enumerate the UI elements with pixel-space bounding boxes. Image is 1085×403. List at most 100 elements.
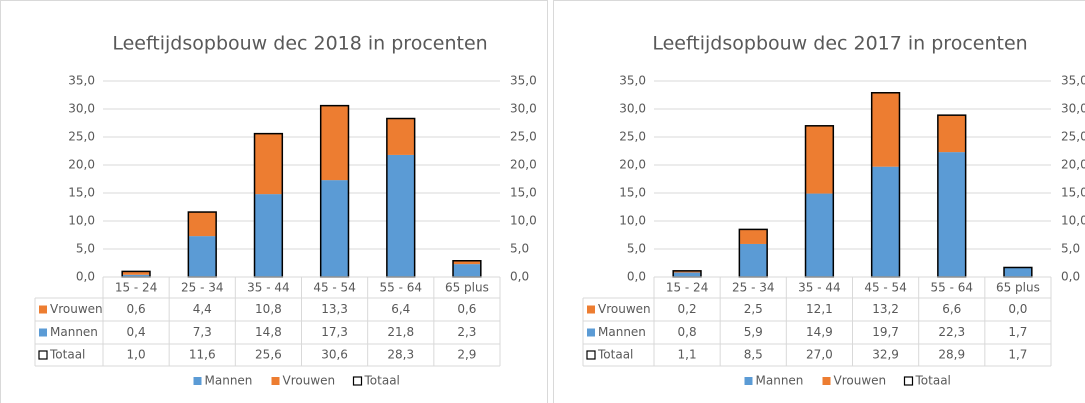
table-value: 28,3 [387,348,414,362]
table-value: 0,4 [127,325,146,339]
table-value: 1,0 [127,348,146,362]
bar-segment [871,166,900,277]
y2-tick-label: 0,0 [1061,270,1080,284]
y-tick-label: 20,0 [68,158,95,172]
bar-segment [320,180,349,277]
y-tick-label: 0,0 [76,270,95,284]
table-value: 2,9 [457,348,476,362]
table-value: 0,8 [678,325,697,339]
table-value: 1,1 [678,348,697,362]
table-value: 11,6 [189,348,216,362]
row-label: Mannen [598,325,646,339]
y-tick-label: 25,0 [619,130,646,144]
bar-segment [254,133,283,195]
legend-label: Mannen [756,374,804,388]
x-tick-label: 35 - 44 [247,281,290,295]
bar-segment [386,154,415,277]
legend-key [744,377,753,385]
x-tick-label: 35 - 44 [798,281,841,295]
row-label: Totaal [597,348,633,362]
bar-segment [188,211,217,237]
bar-segment [739,229,768,244]
row-label: Vrouwen [50,302,103,316]
y-tick-label: 0,0 [627,270,646,284]
y2-tick-label: 30,0 [510,102,537,116]
table-value: 30,6 [321,348,348,362]
bar-segment [1004,267,1032,277]
bar-segment [453,264,481,277]
legend-key [822,377,831,385]
bar-segment [122,271,150,275]
table-value: 4,4 [193,302,212,316]
y-tick-label: 15,0 [68,186,95,200]
x-tick-label: 65 plus [996,281,1040,295]
y2-tick-label: 20,0 [510,158,537,172]
table-value: 2,5 [744,302,763,316]
bar-segment [122,274,150,277]
legend-key [352,376,363,386]
x-tick-label: 25 - 34 [732,281,775,295]
table-value: 6,6 [942,302,961,316]
y-tick-label: 10,0 [619,214,646,228]
row-label: Mannen [50,325,98,339]
table-value: 1,7 [1008,348,1027,362]
bar-segment [673,272,701,277]
bar-segment [320,105,349,181]
x-tick-label: 55 - 64 [931,281,974,295]
x-tick-label: 15 - 24 [666,281,709,295]
legend-key [586,350,596,360]
legend-label: Totaal [915,374,951,388]
table-value: 17,3 [321,325,348,339]
table-value: 13,3 [321,302,348,316]
y2-tick-label: 25,0 [510,130,537,144]
bar-segment [453,260,481,265]
table-value: 0,2 [678,302,697,316]
legend-label: Totaal [364,374,400,388]
bar-segment [188,236,217,277]
bar-segment [805,125,834,194]
y-tick-label: 10,0 [68,214,95,228]
x-tick-label: 15 - 24 [115,281,158,295]
legend-key [903,376,914,386]
y2-tick-label: 5,0 [1061,242,1080,256]
y2-tick-label: 10,0 [510,214,537,228]
x-tick-label: 45 - 54 [864,281,907,295]
y2-tick-label: 35,0 [1061,74,1085,88]
y-tick-label: 35,0 [68,74,95,88]
x-tick-label: 45 - 54 [313,281,356,295]
x-tick-label: 55 - 64 [380,281,423,295]
bar-segment [254,194,283,277]
y2-tick-label: 35,0 [510,74,537,88]
legend-key [38,350,48,360]
y2-tick-label: 0,0 [510,270,529,284]
y-tick-label: 20,0 [619,158,646,172]
bar-segment [937,152,966,277]
table-value: 8,5 [744,348,763,362]
chart-title: Leeftijdsopbouw dec 2017 in procenten [652,33,1027,55]
row-label: Totaal [49,348,85,362]
y-tick-label: 25,0 [68,130,95,144]
table-value: 0,6 [457,302,476,316]
y-tick-label: 35,0 [619,74,646,88]
y-tick-label: 15,0 [619,186,646,200]
y2-tick-label: 20,0 [1061,158,1085,172]
legend-key [587,328,595,337]
y2-tick-label: 5,0 [510,242,529,256]
bar-segment [937,115,966,153]
table-value: 22,3 [938,325,965,339]
legend-key [39,305,47,314]
legend-key [587,305,595,314]
bar-segment [871,92,900,167]
table-value: 0,6 [127,302,146,316]
y-tick-label: 5,0 [76,242,95,256]
table-value: 14,8 [255,325,282,339]
row-label: Vrouwen [598,302,651,316]
table-value: 7,3 [193,325,212,339]
y2-tick-label: 15,0 [510,186,537,200]
bar-segment [673,271,701,273]
bar-segment [739,243,768,277]
y2-tick-label: 10,0 [1061,214,1085,228]
legend-key [193,377,202,385]
table-value: 19,7 [872,325,899,339]
y-tick-label: 30,0 [68,102,95,116]
